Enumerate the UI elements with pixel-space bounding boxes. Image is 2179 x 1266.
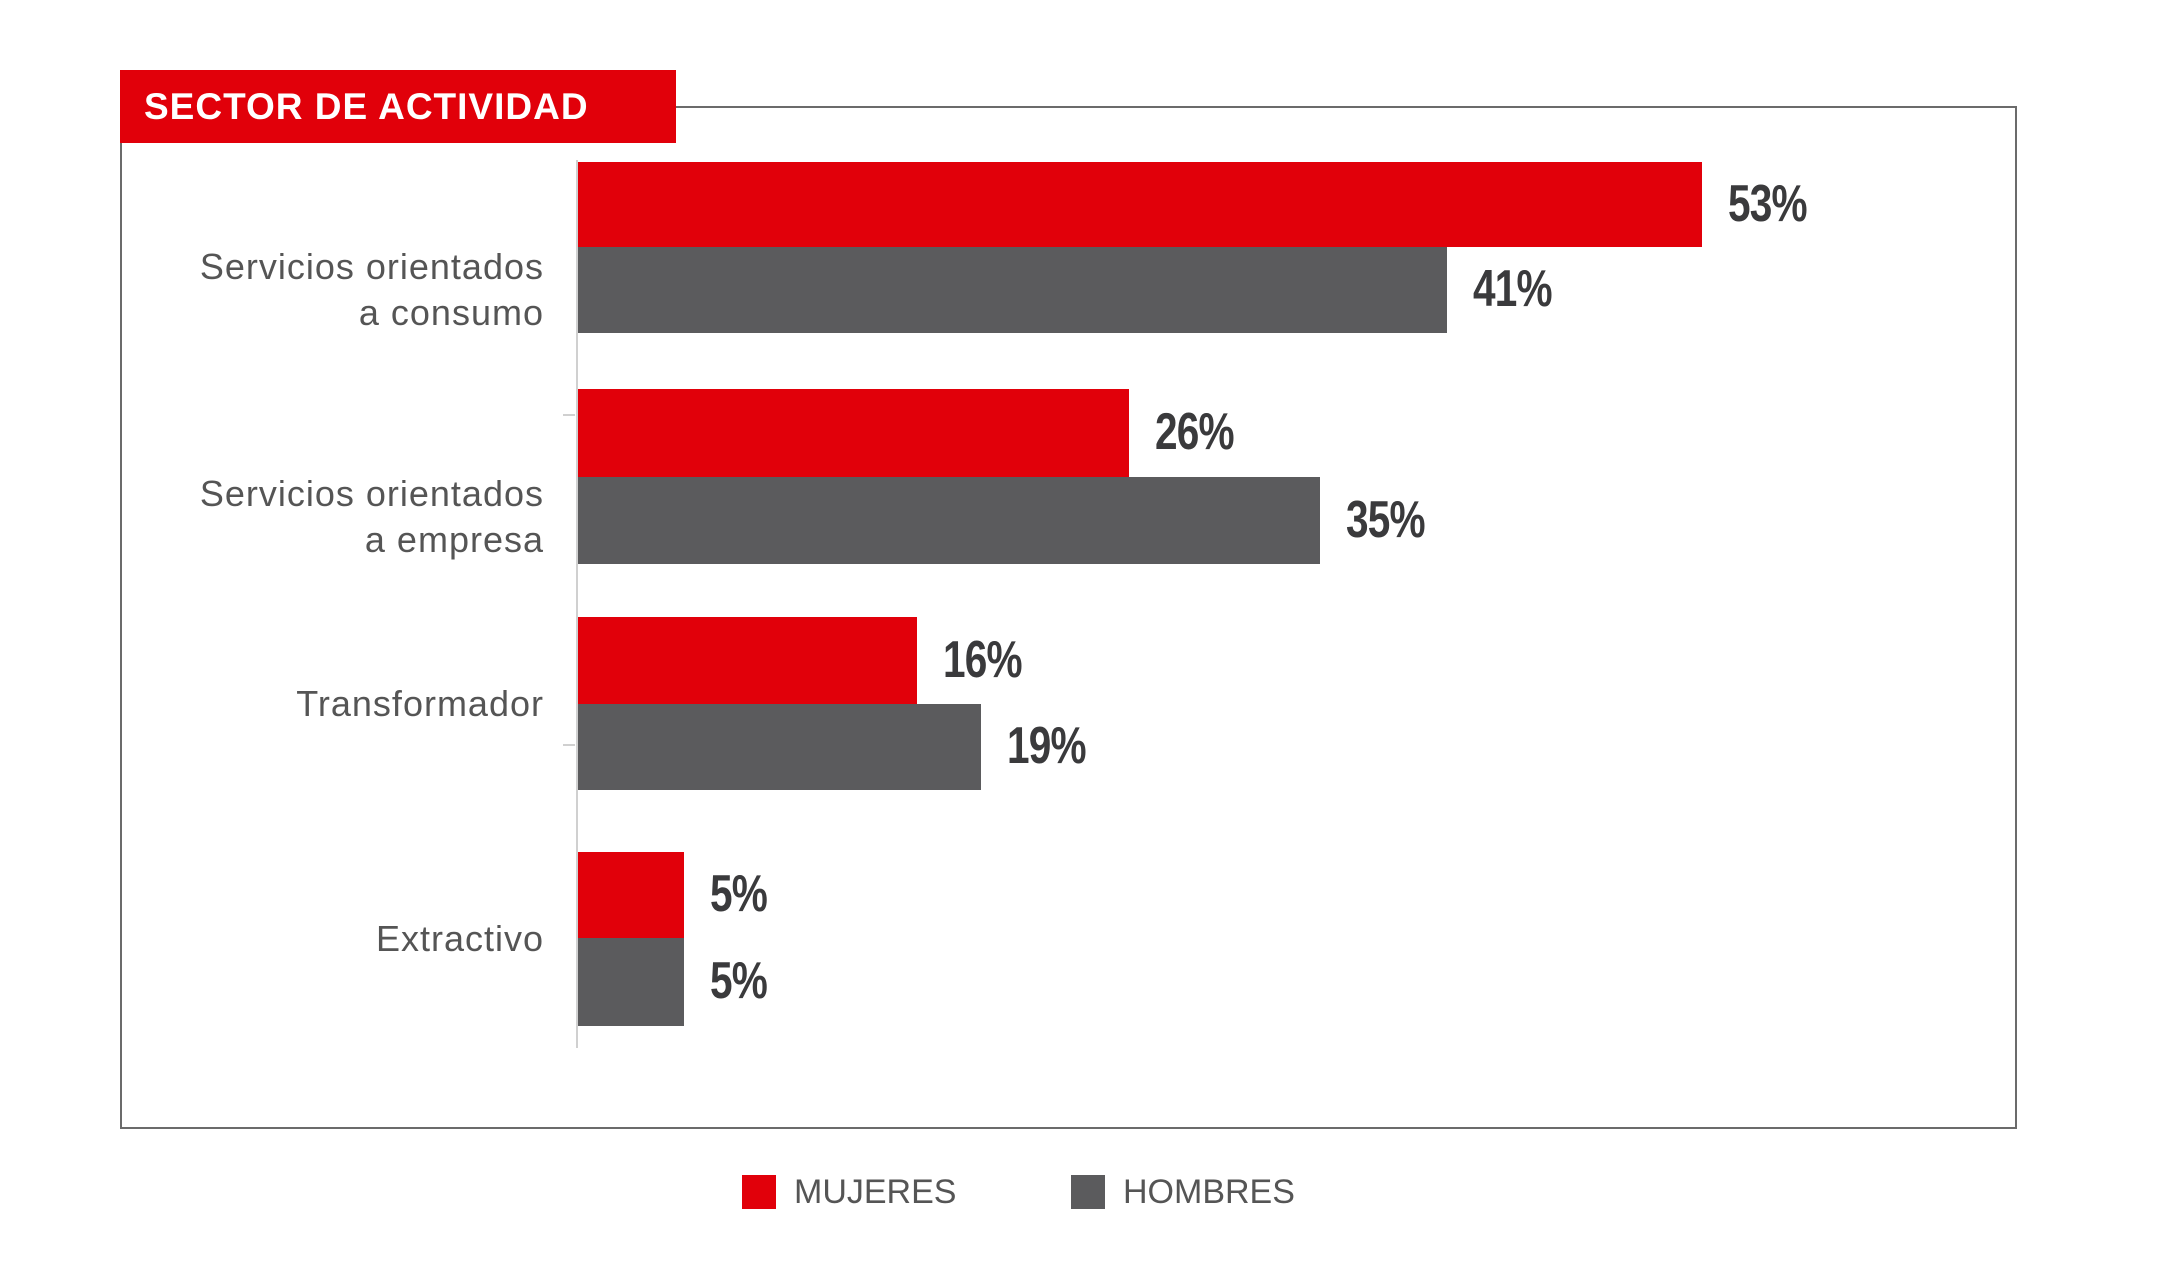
category-label-line: Servicios orientados	[199, 246, 544, 287]
data-label: 19%	[1006, 717, 1087, 775]
category-label: Servicios orientados a consumo	[200, 244, 544, 336]
chart-frame	[120, 106, 2017, 1129]
legend-swatch-hombres	[1071, 1175, 1105, 1209]
legend-label-mujeres: MUJERES	[794, 1173, 957, 1211]
category-label-line: Extractivo	[375, 918, 544, 959]
data-label: 41%	[1473, 260, 1553, 318]
data-label: 26%	[1155, 403, 1235, 461]
category-label-line: Servicios orientados	[199, 473, 544, 514]
bar-hombres	[578, 704, 981, 790]
category-label: Servicios orientados a empresa	[200, 471, 544, 563]
data-label: 16%	[943, 630, 1023, 689]
bar-mujeres	[578, 162, 1702, 247]
bar-hombres	[578, 938, 684, 1026]
legend-swatch-mujeres	[742, 1175, 776, 1209]
data-label: 5%	[710, 865, 768, 923]
axis-tick	[563, 414, 575, 416]
category-label: Extractivo	[376, 916, 544, 962]
bar-mujeres	[578, 617, 918, 704]
bar-mujeres	[578, 389, 1130, 477]
chart-title: SECTOR DE ACTIVIDAD	[120, 70, 676, 143]
category-label-line: a empresa	[364, 519, 544, 560]
category-label: Transformador	[296, 681, 544, 727]
axis-tick	[563, 744, 575, 746]
category-label-line: Transformador	[296, 683, 544, 724]
data-label: 5%	[710, 952, 768, 1010]
data-label: 35%	[1346, 490, 1426, 549]
data-label: 53%	[1727, 174, 1808, 233]
bar-hombres	[578, 477, 1320, 564]
category-axis	[576, 160, 578, 1048]
legend-label-hombres: HOMBRES	[1123, 1173, 1295, 1211]
bar-mujeres	[578, 852, 684, 938]
category-label-line: a consumo	[358, 292, 544, 333]
bar-hombres	[578, 247, 1448, 333]
